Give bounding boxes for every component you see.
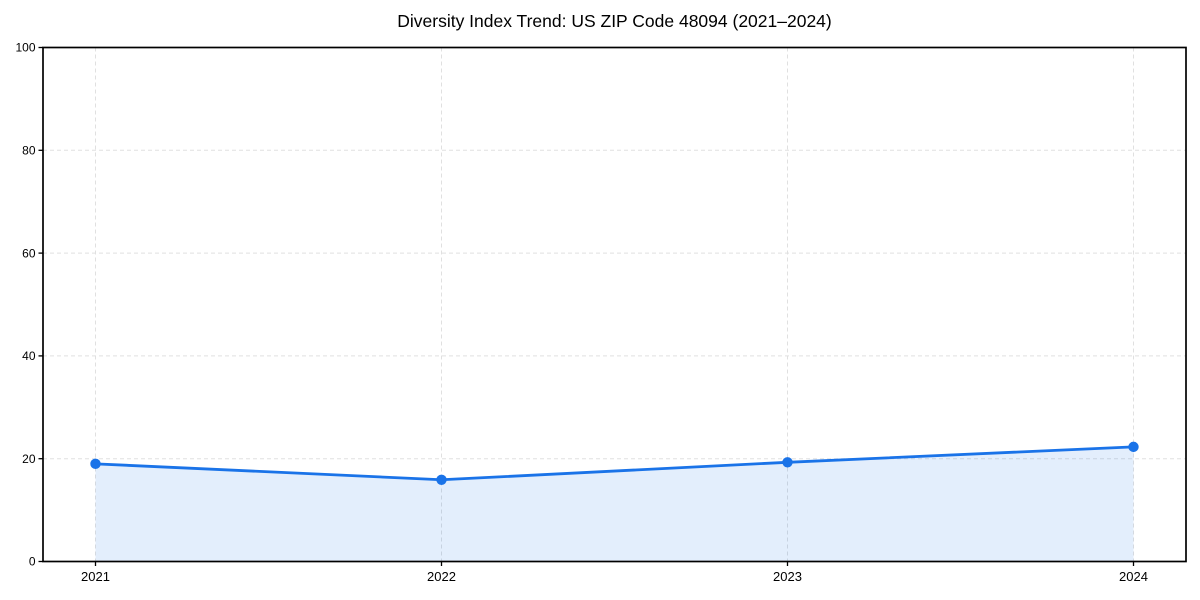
x-tick-label-2022: 2022	[427, 569, 456, 584]
data-point-2022	[436, 474, 447, 485]
y-tick-label-20: 20	[22, 452, 36, 466]
trend-line	[94, 445, 1135, 482]
chart-title: Diversity Index Trend: US ZIP Code 48094…	[397, 11, 832, 31]
x-tick-label-2023: 2023	[773, 569, 802, 584]
y-tick-label-80: 80	[22, 144, 36, 158]
data-point-2021	[90, 458, 101, 470]
data-point-2023	[782, 457, 793, 468]
y-axis-ticks: 0 20 40 60 80 100	[15, 41, 43, 569]
x-axis-ticks: 2021 2022 2023 2024	[81, 561, 1148, 584]
y-tick-label-0: 0	[29, 555, 36, 569]
y-tick-label-100: 100	[15, 41, 35, 55]
plot-border	[42, 46, 1187, 563]
data-point-2024	[1128, 441, 1139, 453]
y-tick-label-60: 60	[22, 246, 36, 260]
y-tick-label-40: 40	[22, 349, 36, 363]
x-tick-label-2024: 2024	[1119, 569, 1148, 584]
area-fill	[95, 446, 1134, 562]
x-tick-label-2021: 2021	[81, 569, 110, 584]
data-points	[90, 441, 1139, 485]
